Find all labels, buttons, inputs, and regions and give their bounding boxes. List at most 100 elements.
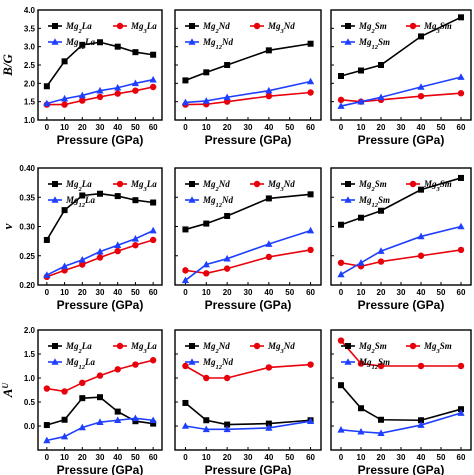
data-point-Mg12Nd	[223, 254, 231, 262]
data-point-Mg2La	[43, 83, 50, 90]
panel-r1-c2: 0 10 20 30 40 50 60 Mg2Sm Mg3Sm Mg12Sm Pressure (G…	[330, 167, 472, 312]
data-point-Mg3La	[79, 379, 86, 386]
data-point-Mg2Nd	[182, 399, 189, 406]
data-point-Mg2Sm	[458, 14, 464, 21]
x-tick-label: 20	[223, 288, 232, 297]
legend-label: Mg2Nd	[202, 179, 230, 193]
legend-marker	[189, 343, 195, 349]
data-point-Mg2Sm	[458, 174, 464, 181]
data-point-Mg3Sm	[417, 92, 425, 100]
x-axis-label: Pressure (GPa)	[205, 133, 292, 147]
data-point-Mg12La	[149, 226, 157, 234]
data-point-Mg12Sm	[337, 270, 345, 278]
legend-marker	[51, 38, 59, 45]
x-tick-label: 0	[339, 123, 344, 132]
x-tick-label: 0	[339, 288, 344, 297]
x-tick-label: 20	[223, 123, 232, 132]
legend-marker	[51, 358, 59, 365]
data-point-Mg2Nd	[265, 195, 272, 202]
x-tick-label: 50	[437, 123, 446, 132]
data-point-Mg2Nd	[265, 47, 272, 54]
y-tick-label: 1.5	[24, 350, 36, 359]
x-tick-label: 40	[113, 123, 122, 132]
data-point-Mg12La	[78, 256, 86, 263]
x-tick-label: 10	[357, 288, 366, 297]
data-point-Mg12Nd	[202, 425, 210, 433]
panel-r1-c1: 0 10 20 30 40 50 60 Mg2Nd Mg3Nd Mg12Nd Pressure (G…	[174, 167, 322, 312]
legend-marker	[188, 358, 196, 365]
data-point-Mg3Nd	[203, 270, 210, 277]
data-point-Mg12Sm	[457, 222, 465, 230]
x-tick-label: 40	[113, 453, 122, 462]
data-point-Mg12Nd	[181, 422, 190, 429]
x-tick-label: 20	[377, 123, 386, 132]
legend-label: Mg2Sm	[358, 341, 387, 355]
data-point-Mg12La	[131, 234, 140, 242]
legend-label: Mg12La	[65, 37, 96, 51]
data-point-Mg12La	[149, 416, 157, 424]
panel-r2-c1: 0 10 20 30 40 50 60 Mg2Nd Mg3Nd Mg12Nd Pressure (G…	[174, 329, 322, 475]
data-point-Mg12Nd	[306, 226, 315, 234]
legend-label: Mg3Nd	[267, 21, 295, 35]
x-tick-label: 30	[397, 453, 406, 462]
y-tick-label: 0.5	[24, 398, 36, 407]
data-point-Mg3Sm	[417, 362, 425, 370]
data-point-Mg12Sm	[417, 421, 425, 428]
data-point-Mg3Sm	[457, 362, 465, 370]
y-tick-label: 0.20	[19, 281, 35, 290]
series-line-Mg2Sm	[340, 384, 462, 422]
data-point-Mg2La	[61, 58, 68, 65]
data-point-Mg12La	[60, 94, 69, 102]
data-point-Mg12Nd	[306, 77, 315, 85]
data-point-Mg2Sm	[418, 417, 424, 424]
data-point-Mg12La	[43, 271, 51, 278]
data-point-Mg2Sm	[378, 416, 384, 423]
data-point-Mg3Sm	[457, 246, 465, 254]
data-point-Mg2La	[132, 418, 139, 425]
data-point-Mg12La	[149, 75, 157, 83]
x-tick-label: 30	[244, 123, 253, 132]
x-tick-label: 30	[244, 288, 253, 297]
data-point-Mg12Sm	[337, 426, 345, 433]
data-point-Mg2La	[97, 394, 103, 401]
data-point-Mg12La	[114, 83, 122, 91]
legend-marker	[189, 23, 195, 29]
x-tick-label: 60	[149, 453, 158, 462]
legend-marker	[409, 22, 417, 30]
panel-r1-c0: 0 10 20 30 40 50 60 0.20 0.25 0.30 0.35 0.40 Mg2La Mg…	[19, 164, 163, 312]
data-point-Mg12Nd	[181, 98, 190, 106]
x-tick-label: 10	[202, 453, 211, 462]
legend-label: Mg3Sm	[423, 179, 452, 193]
data-point-Mg12Sm	[377, 429, 385, 436]
x-tick-label: 40	[417, 123, 426, 132]
x-tick-label: 0	[183, 288, 188, 297]
y-tick-label: 2.5	[24, 61, 36, 70]
x-tick-label: 50	[437, 288, 446, 297]
x-tick-label: 0	[45, 453, 50, 462]
legend-marker	[116, 342, 124, 350]
x-tick-label: 40	[417, 453, 426, 462]
data-point-Mg2La	[97, 190, 103, 197]
data-point-Mg3Sm	[377, 258, 385, 265]
x-axis-label: Pressure (GPa)	[57, 298, 144, 312]
legend-label: Mg3Nd	[267, 341, 295, 355]
data-point-Mg12La	[43, 436, 51, 444]
data-point-Mg2Nd	[224, 212, 231, 219]
x-tick-label: 30	[397, 123, 406, 132]
x-tick-label: 50	[131, 123, 140, 132]
y-tick-label: 0.25	[19, 252, 35, 261]
legend-marker	[188, 196, 196, 203]
data-point-Mg12Sm	[417, 83, 425, 90]
x-tick-label: 0	[339, 453, 344, 462]
panel-r0-c0: 0 10 20 30 40 50 60 1.0 1.5 2.0 2.5 3.0 3.5 4.0 Mg2La M…	[24, 6, 163, 147]
legend-label: Mg3Sm	[423, 341, 452, 355]
x-tick-label: 0	[183, 123, 188, 132]
x-tick-label: 10	[202, 288, 211, 297]
x-axis-label: Pressure (GPa)	[358, 133, 445, 147]
x-tick-label: 40	[113, 288, 122, 297]
data-point-Mg2La	[61, 207, 68, 214]
legend-label: Mg3La	[130, 341, 157, 355]
data-point-Mg3Nd	[265, 92, 273, 100]
x-tick-label: 60	[306, 288, 315, 297]
data-point-Mg3La	[149, 236, 157, 244]
